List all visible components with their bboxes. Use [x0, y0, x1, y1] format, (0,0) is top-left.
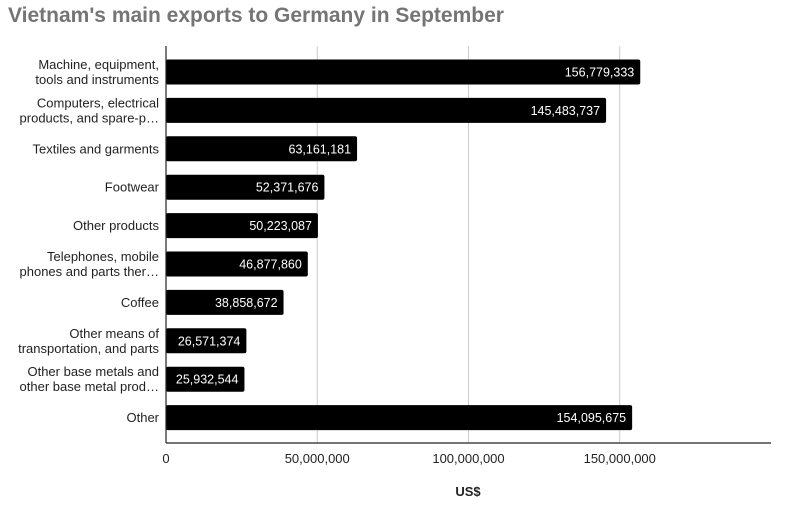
- x-tick-label: 0: [162, 451, 169, 466]
- category-label: Textiles and garments: [33, 141, 160, 156]
- axes: [165, 46, 771, 444]
- bar-value-label: 26,571,374: [178, 334, 241, 348]
- category-label-line: Telephones, mobile: [47, 249, 159, 264]
- category-label: Coffee: [121, 295, 159, 310]
- bar-value-label: 25,932,544: [176, 373, 239, 387]
- category-label: Telephones, mobile phones and parts ther…: [20, 249, 159, 279]
- category-label-line: transportation, and parts: [18, 341, 159, 356]
- category-label-line: products, and spare-p…: [20, 110, 159, 125]
- x-tick-label: 100,000,000: [432, 451, 504, 466]
- x-tick-label: 150,000,000: [584, 451, 656, 466]
- category-label: Other: [126, 410, 159, 425]
- category-label-line: other base metal prod…: [20, 379, 159, 394]
- chart-title: Vietnam's main exports to Germany in Sep…: [8, 4, 504, 27]
- category-label-line: tools and instruments: [35, 72, 159, 87]
- bar-value-label: 52,371,676: [256, 181, 319, 195]
- bar-value-label: 63,161,181: [289, 142, 352, 156]
- bar-value-label: 50,223,087: [249, 219, 312, 233]
- bar-value-label: 156,779,333: [565, 66, 635, 80]
- bar: [166, 289, 284, 315]
- category-label-line: Textiles and garments: [33, 141, 160, 156]
- bar: [166, 405, 633, 431]
- x-axis-title: US$: [455, 484, 481, 499]
- category-label: Other means of transportation, and parts: [18, 326, 159, 356]
- bar: [166, 213, 318, 239]
- category-label-line: Other products: [73, 218, 159, 233]
- category-label-line: Footwear: [105, 180, 160, 195]
- category-label: Computers, electrical products, and spare…: [20, 95, 160, 125]
- bar: [166, 97, 607, 123]
- bar-value-label: 154,095,675: [557, 411, 627, 425]
- category-label: Other products: [73, 218, 159, 233]
- bars: [166, 59, 641, 431]
- category-label-line: phones and parts ther…: [20, 264, 159, 279]
- bar: [166, 366, 245, 392]
- category-label: Footwear: [105, 180, 160, 195]
- category-label-line: Other base metals and: [27, 364, 159, 379]
- bar-value-label: 145,483,737: [531, 104, 601, 118]
- bar-value-label: 46,877,860: [239, 258, 302, 272]
- category-label-line: Computers, electrical: [37, 95, 159, 110]
- category-label: Other base metals and other base metal pr…: [20, 364, 159, 394]
- x-tick-label: 50,000,000: [285, 451, 350, 466]
- bar: [166, 174, 325, 200]
- category-label-line: Other: [126, 410, 159, 425]
- category-label-line: Coffee: [121, 295, 159, 310]
- bar-value-label: 38,858,672: [215, 296, 278, 310]
- bar: [166, 328, 247, 354]
- category-label-line: Machine, equipment,: [38, 57, 159, 72]
- bar: [166, 136, 358, 162]
- bar: [166, 251, 308, 277]
- labels: 0 50,000,000 100,000,000 150,000,000 156,779…: [18, 57, 656, 466]
- category-label-line: Other means of: [69, 326, 159, 341]
- bar: [166, 59, 641, 85]
- category-label: Machine, equipment, tools and instruments: [35, 57, 159, 87]
